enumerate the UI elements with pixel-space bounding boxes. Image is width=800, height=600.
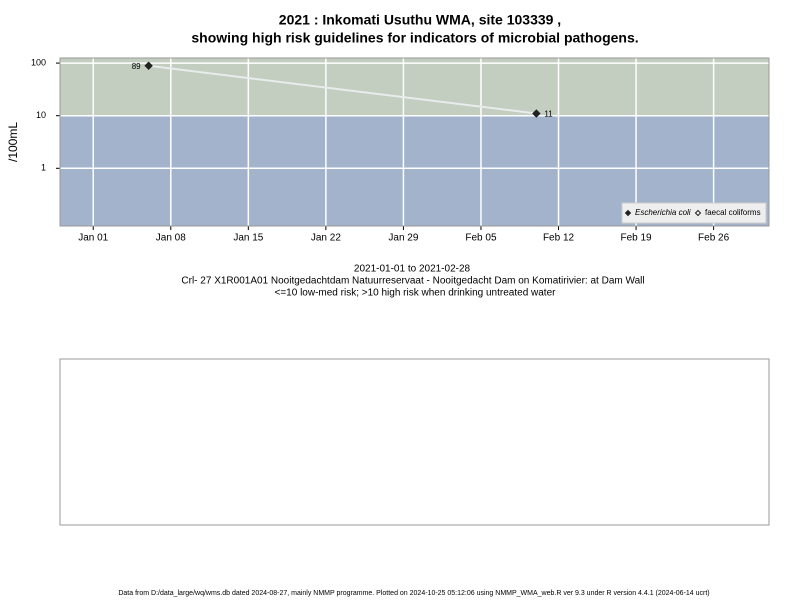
- high-risk-band: [60, 58, 769, 116]
- chart-title: showing high risk guidelines for indicat…: [191, 30, 638, 46]
- plot-frame: [59, 57, 770, 227]
- x-tick-label: Jan 29: [388, 233, 418, 244]
- y-axis-label: /100mL: [6, 122, 20, 162]
- legend-marker: [694, 209, 702, 217]
- subtitle: 2021-01-01 to 2021-02-28: [354, 264, 471, 275]
- empty-panel: [59, 358, 770, 526]
- chart-title: 2021 : Inkomati Usuthu WMA, site 103339 …: [279, 12, 561, 28]
- legend-box: [621, 202, 767, 224]
- y-tick-label: 100: [31, 57, 46, 67]
- data-point: [144, 61, 153, 70]
- subtitle: <=10 low-med risk; >10 high risk when dr…: [275, 288, 557, 299]
- data-label: 89: [132, 62, 141, 71]
- x-tick-label: Feb 05: [465, 233, 497, 244]
- series-line: [148, 64, 537, 115]
- x-tick-label: Jan 01: [78, 233, 108, 244]
- legend-marker: [624, 209, 632, 217]
- legend-label: faecal coliforms: [705, 208, 761, 217]
- subtitle: Crl- 27 X1R001A01 Nooitgedachtdam Natuur…: [181, 276, 644, 287]
- x-tick-label: Feb 26: [698, 233, 730, 244]
- x-tick-label: Jan 15: [233, 233, 263, 244]
- x-tick-label: Jan 22: [311, 233, 341, 244]
- footer: Data from D:/data_large/wq/wms.db dated …: [118, 590, 709, 597]
- legend-label: Escherichia coli: [635, 208, 691, 217]
- x-tick-label: Feb 19: [620, 233, 652, 244]
- y-tick-label: 1: [41, 163, 46, 173]
- data-label: 11: [544, 110, 553, 119]
- data-point: [532, 109, 541, 118]
- x-tick-label: Feb 12: [543, 233, 575, 244]
- x-tick-label: Jan 08: [156, 233, 186, 244]
- y-tick-label: 10: [36, 110, 46, 120]
